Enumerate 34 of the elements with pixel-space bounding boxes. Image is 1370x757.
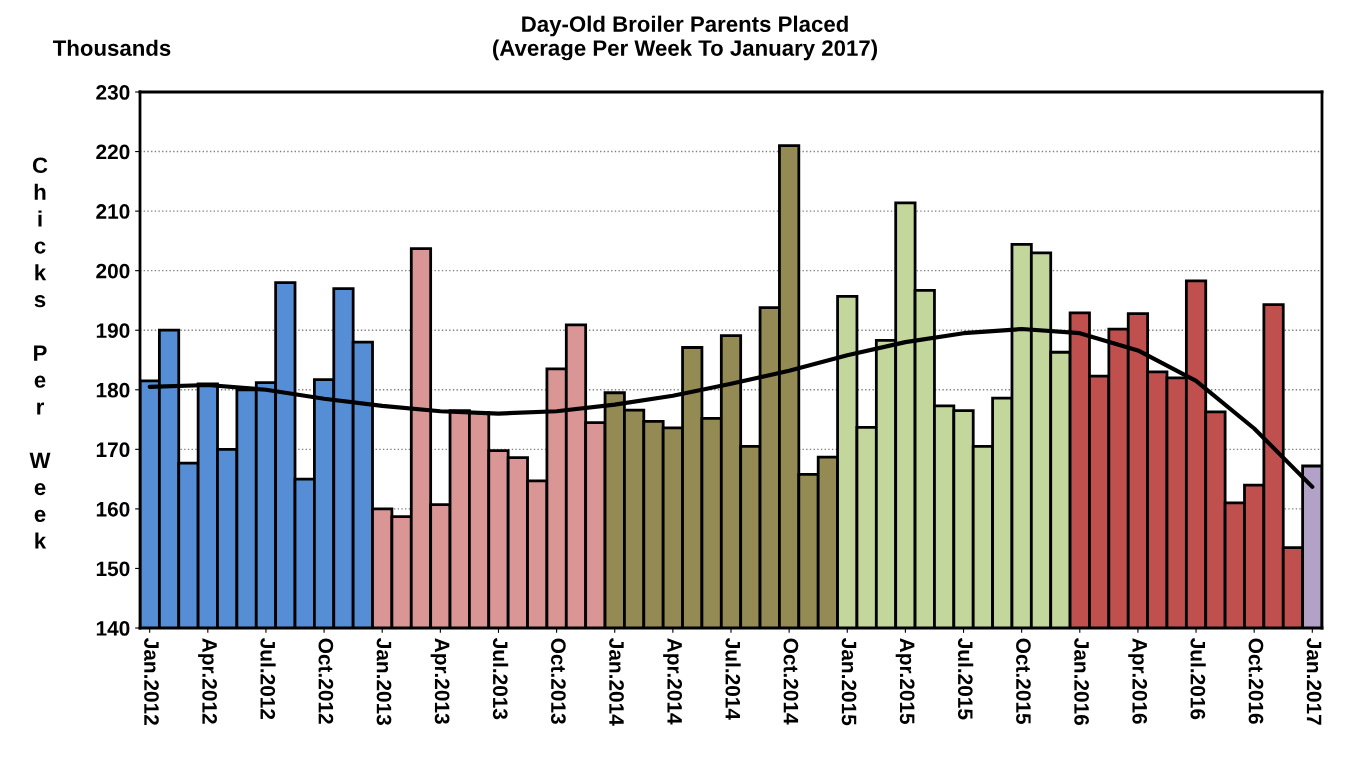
x-tick-label: Jul.2013 bbox=[492, 638, 509, 720]
y-tick-label: 140 bbox=[96, 621, 130, 636]
y-tick-label: 230 bbox=[96, 85, 130, 100]
x-tick-label: Jul.2015 bbox=[957, 638, 974, 720]
y-tick-label: 160 bbox=[96, 501, 130, 517]
x-tick-label: Oct.2012 bbox=[318, 638, 334, 724]
y-tick-label: 220 bbox=[96, 144, 130, 160]
x-tick-label: Jul.2016 bbox=[1190, 638, 1206, 720]
y-tick-label: 180 bbox=[96, 382, 130, 398]
chart-title: Day-Old Broiler Parents Placed (Average Per Week To January 2017) bbox=[493, 15, 878, 61]
x-tick-label: Jul.2012 bbox=[260, 638, 276, 720]
x-tick-label: Jan.2014 bbox=[609, 638, 624, 726]
x-tick-label: Apr.2014 bbox=[663, 638, 683, 725]
x-tick-label: Oct.2013 bbox=[550, 638, 566, 724]
x-tick-label: Oct.2015 bbox=[1016, 638, 1031, 724]
x-tick-label: Oct.2014 bbox=[783, 638, 799, 725]
x-tick-label: Oct.2016 bbox=[1248, 638, 1264, 724]
x-tick-label: Apr.2013 bbox=[430, 638, 450, 724]
y-tick-label: 150 bbox=[96, 561, 130, 577]
x-tick-label: Apr.2015 bbox=[895, 638, 915, 725]
x-tick-label: Apr.2016 bbox=[1128, 638, 1148, 724]
y-tick-label: 190 bbox=[96, 323, 130, 338]
y-tick-label: 170 bbox=[96, 442, 130, 458]
text: Thousands bbox=[52, 39, 171, 56]
x-tick-label: Jul.2014 bbox=[725, 638, 741, 720]
x-tick-label: Jan.2017 bbox=[1306, 638, 1322, 725]
x-tick-label: Jan.2013 bbox=[376, 638, 392, 725]
y-tick-label: 200 bbox=[96, 263, 130, 279]
x-tick-label: Apr.2012 bbox=[198, 638, 217, 724]
text: Chicks Per Week bbox=[29, 157, 51, 549]
x-tick-label: Jan.2012 bbox=[144, 638, 159, 725]
x-tick-label: Jan.2015 bbox=[841, 638, 857, 726]
y-tick-label: 210 bbox=[96, 204, 130, 219]
x-tick-label: Jan.2016 bbox=[1074, 638, 1089, 725]
